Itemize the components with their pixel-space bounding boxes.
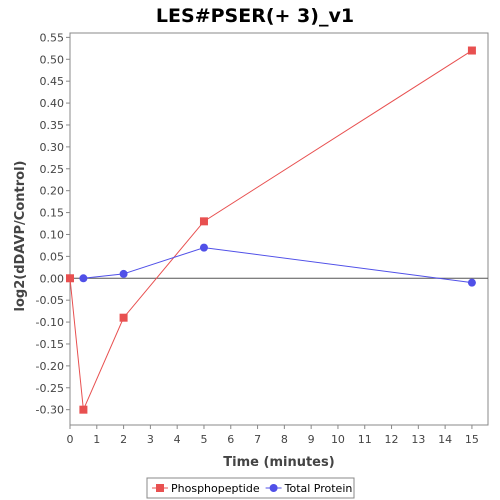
x-tick-label: 14 — [438, 433, 452, 446]
y-tick-label: 0.35 — [40, 119, 65, 132]
x-tick-label: 6 — [227, 433, 234, 446]
x-tick-label: 8 — [281, 433, 288, 446]
y-tick-label: 0.25 — [40, 163, 65, 176]
plot-area — [69, 32, 489, 426]
y-tick-label: -0.20 — [36, 360, 64, 373]
data-point — [119, 269, 128, 278]
x-tick-label: 15 — [465, 433, 479, 446]
legend-label: Total Protein — [284, 482, 353, 495]
data-point — [199, 217, 208, 226]
y-tick-label: -0.15 — [36, 338, 64, 351]
y-tick-label: 0.45 — [40, 75, 65, 88]
y-tick-label: 0.55 — [40, 31, 65, 44]
legend-marker — [156, 484, 164, 492]
y-tick-label: 0.40 — [40, 97, 65, 110]
y-axis-label: log2(dDAVP/Control) — [13, 161, 28, 312]
x-tick-label: 10 — [331, 433, 345, 446]
y-tick-label: 0.15 — [40, 207, 65, 220]
data-point — [66, 274, 74, 283]
x-tick-label: 2 — [120, 433, 127, 446]
legend-marker — [269, 484, 278, 492]
series-phosphopeptide — [66, 46, 476, 414]
x-tick-label: 9 — [308, 433, 315, 446]
legend-label: Phosphopeptide — [171, 482, 260, 495]
x-axis: 0 1 2 3 4 5 6 7 8 9 10 11 12 13 14 15 — [67, 425, 479, 446]
series-layer — [66, 46, 476, 414]
y-tick-label: -0.25 — [36, 382, 64, 395]
x-tick-label: 7 — [254, 433, 261, 446]
x-axis-label: Time (minutes) — [223, 455, 334, 470]
y-tick-label: -0.05 — [36, 294, 64, 307]
data-point — [467, 46, 476, 55]
y-tick-label: 0.30 — [40, 141, 65, 154]
legend-item: Total Protein — [265, 482, 353, 495]
x-tick-label: 4 — [174, 433, 181, 446]
data-point — [467, 278, 476, 287]
data-point — [79, 274, 88, 283]
x-tick-label: 1 — [93, 433, 100, 446]
legend-box — [146, 477, 355, 499]
y-tick-label: 0.00 — [40, 272, 65, 285]
y-axis: -0.30 -0.25 -0.20 -0.15 -0.10 -0.05 0.00 0.05 0.… — [36, 31, 70, 417]
data-point — [199, 243, 208, 252]
x-tick-label: 3 — [147, 433, 154, 446]
plot-frame — [69, 32, 489, 426]
x-tick-label: 11 — [358, 433, 372, 446]
series-total-protein — [79, 243, 476, 287]
series-line — [83, 247, 472, 284]
x-tick-label: 12 — [385, 433, 399, 446]
x-tick-label: 5 — [200, 433, 207, 446]
chart-title: LES#PSER(+ 3)_v1 — [156, 5, 354, 27]
x-tick-label: 13 — [411, 433, 425, 446]
y-tick-label: 0.20 — [40, 185, 65, 198]
y-tick-label: -0.10 — [36, 316, 64, 329]
data-point — [119, 313, 128, 322]
legend: Phosphopeptide Total Protein — [146, 477, 355, 499]
y-tick-label: 0.05 — [40, 250, 65, 263]
y-tick-label: -0.30 — [36, 404, 64, 417]
y-tick-label: 0.50 — [40, 53, 65, 66]
data-point — [79, 405, 88, 414]
legend-item: Phosphopeptide — [152, 482, 260, 495]
y-tick-label: 0.10 — [40, 228, 65, 241]
x-tick-label: 0 — [67, 433, 74, 446]
